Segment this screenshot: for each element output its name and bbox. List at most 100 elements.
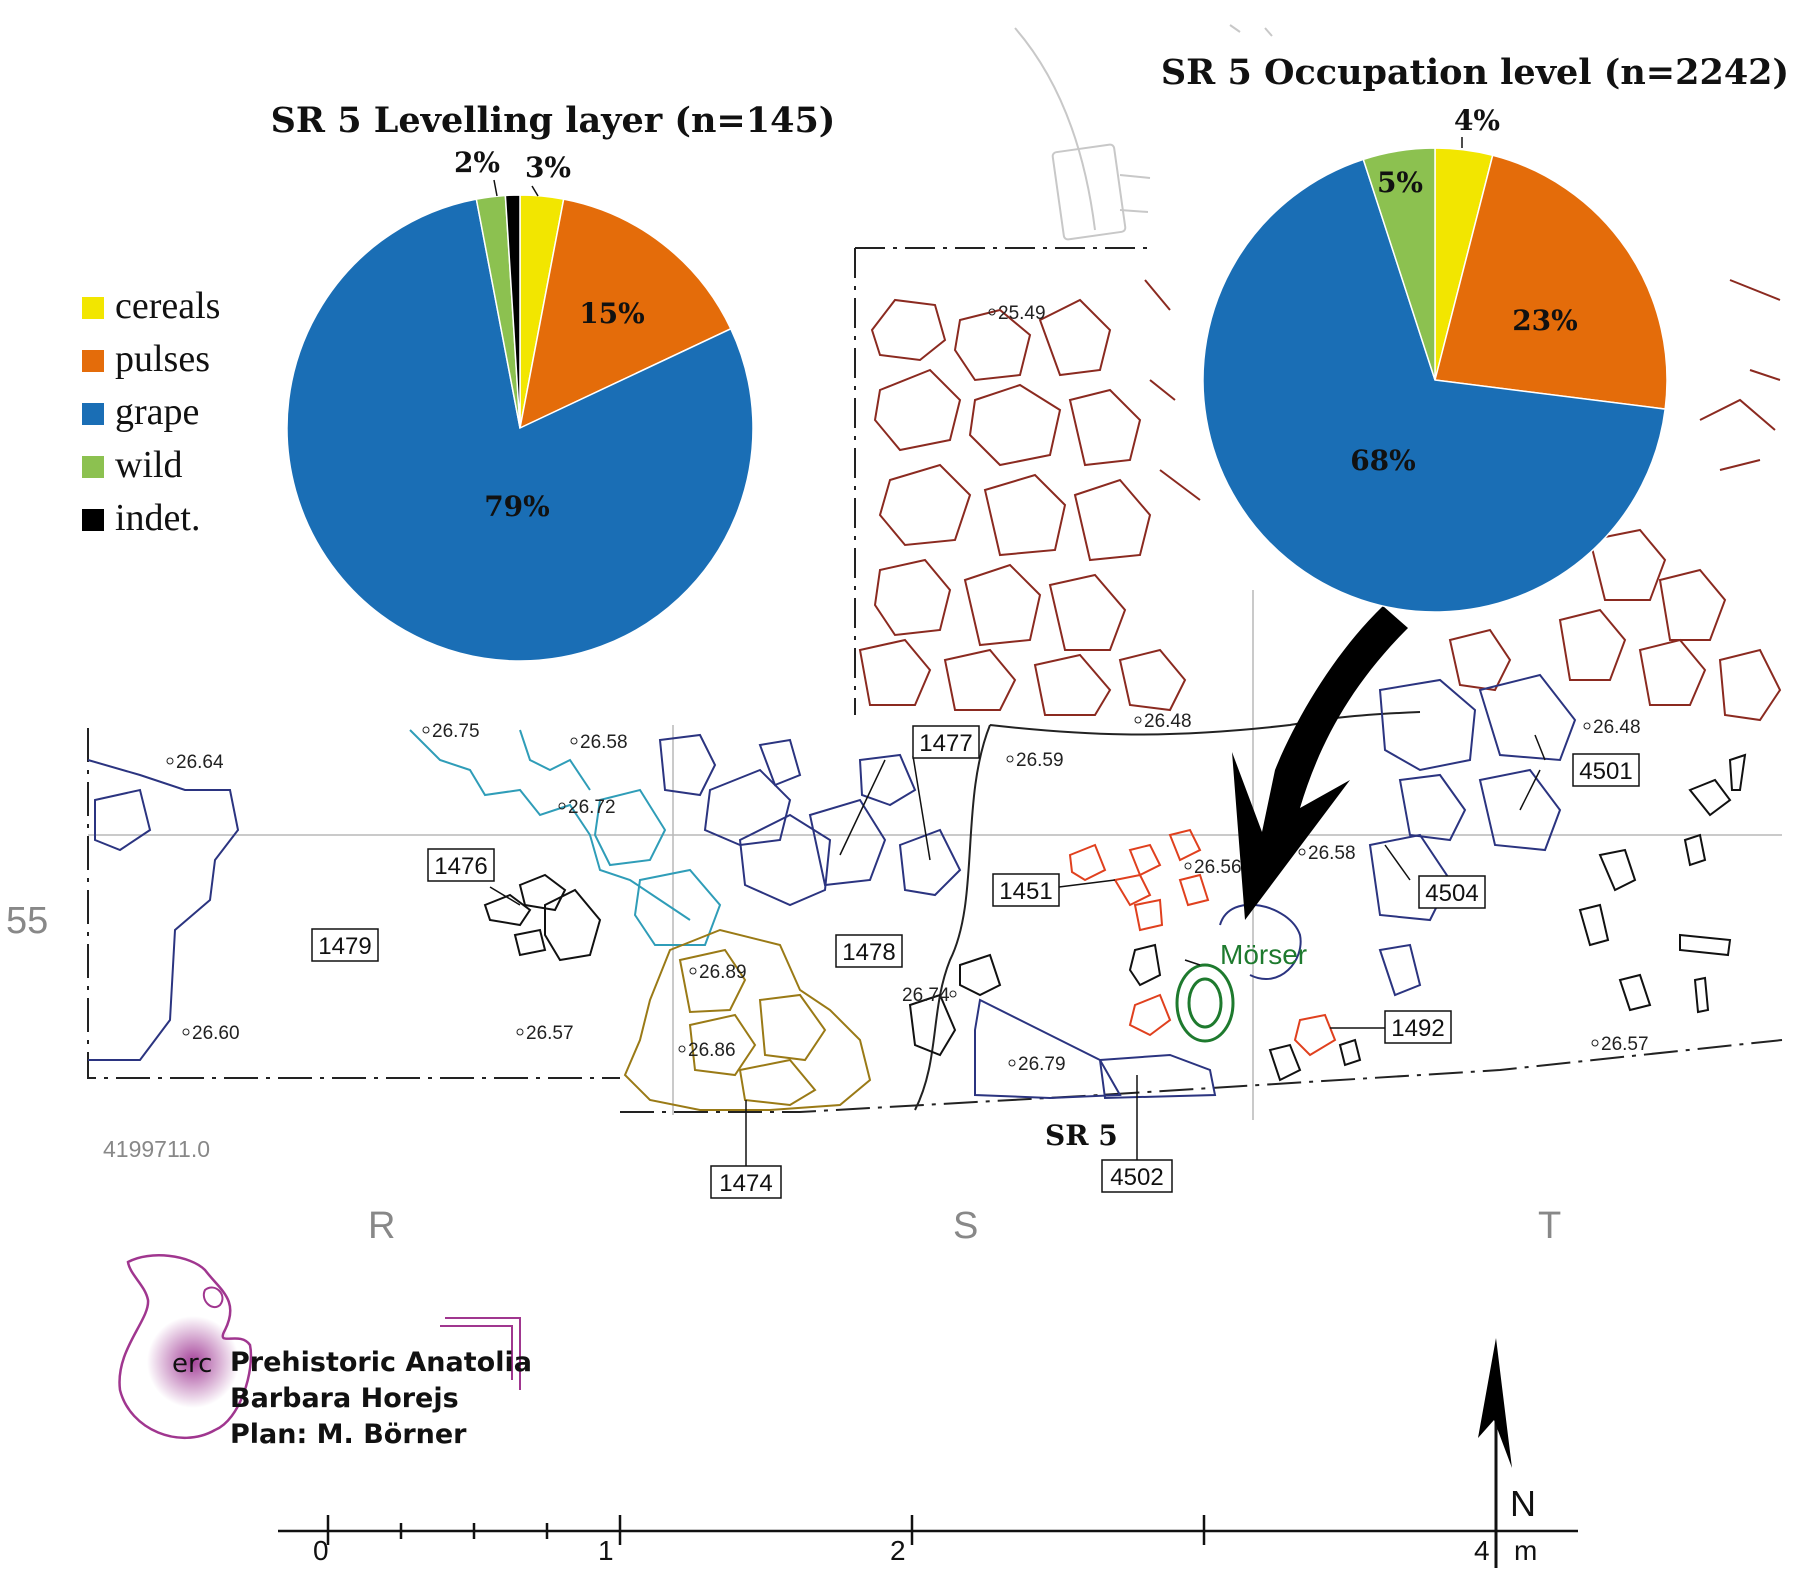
elevation-value: 26.58 [1308, 843, 1356, 864]
context-label-1477: 1477 [912, 725, 980, 759]
red-stones [1068, 828, 1337, 1057]
elevation-value: 26.58 [580, 732, 628, 753]
structure-label: SR 5 [1045, 1119, 1118, 1152]
label-text: 4504 [1425, 880, 1478, 907]
amphora-logo-icon [118, 1254, 253, 1440]
pie-slice-wild [1362, 147, 1436, 381]
legend-label: cereals [115, 285, 220, 327]
legend-label: pulses [115, 338, 210, 380]
context-label-1476: 1476 [427, 848, 495, 882]
elevation-value: 26.89 [699, 962, 747, 983]
coordinate-label: 4199711.0 [103, 1136, 210, 1162]
legend-label: indet. [115, 497, 200, 539]
elevation-value: 26.59 [1016, 750, 1064, 771]
pie-pct-label: 2% [454, 146, 500, 179]
elevation-value: 26.48 [1144, 711, 1192, 732]
pie-pct-label: 15% [579, 297, 645, 330]
pie-label-leader [493, 179, 498, 197]
legend-item-indet: indet. [82, 497, 200, 539]
context-label-1478: 1478 [835, 934, 903, 968]
grid-col-label-t: T [1538, 1205, 1561, 1247]
label-text: 1478 [842, 939, 895, 966]
label-text: 1476 [434, 853, 487, 880]
legend-item-pulses: pulses [82, 338, 210, 380]
elevation-point: 26.57 [1591, 1034, 1649, 1055]
grid-col-label-s: S [953, 1205, 978, 1247]
context-label-4502: 4502 [1101, 1159, 1173, 1193]
context-label-1451: 1451 [992, 873, 1060, 907]
elevation-point: 26.59 [1006, 750, 1064, 771]
legend-label: grape [115, 391, 199, 433]
gold-stones [623, 928, 872, 1111]
pie-slice-indet [504, 194, 521, 429]
erc-logo: erc Prehistoric Anatolia Barbara Horejs … [118, 1254, 532, 1450]
elevation-point: 26.60 [182, 1023, 240, 1044]
scale-tick-4: 4 [1474, 1535, 1490, 1566]
elevation-value: 26.57 [1601, 1034, 1649, 1055]
context-label-1474: 1474 [710, 1165, 782, 1199]
logo-erc-text: erc [172, 1349, 212, 1379]
pie-pct-label: 5% [1377, 166, 1423, 199]
label-text: 1477 [919, 730, 972, 757]
elevation-point: 26.56 [1184, 857, 1242, 878]
credits-plan: Plan: M. Börner [230, 1419, 467, 1450]
pie-slice-pulses [518, 198, 732, 430]
elevation-value: 26.86 [688, 1040, 736, 1061]
pie-pct-label: 23% [1512, 304, 1578, 337]
pie-pct-label: 68% [1350, 444, 1416, 477]
elevation-point: 26.79 [1008, 1054, 1066, 1075]
elevation-value: 26.48 [1593, 717, 1641, 738]
scale-tick-1: 1 [598, 1535, 614, 1566]
elevation-value: 26.74 [902, 985, 950, 1006]
elevation-value: 26.60 [192, 1023, 240, 1044]
leader-lines [489, 734, 1546, 1168]
label-text: 4501 [1579, 758, 1632, 785]
elevation-value: 26.79 [1018, 1054, 1066, 1075]
elevation-point: 26.74 [902, 985, 957, 1006]
north-label: N [1510, 1483, 1536, 1524]
dot-cluster-icon [147, 1316, 239, 1408]
morser-ring [1175, 963, 1235, 1043]
label-text: 1479 [318, 933, 371, 960]
legend-item-cereals: cereals [82, 285, 220, 327]
elevation-point: 26.57 [516, 1023, 574, 1044]
scale-bar [278, 1515, 1578, 1545]
label-text: 4502 [1110, 1164, 1163, 1191]
context-label-4501: 4501 [1572, 753, 1640, 787]
legend-item-wild: wild [82, 444, 183, 486]
pie-pct-label: 79% [484, 490, 550, 523]
pie-chart-occupation-level: SR 5 Occupation level (n=2242) 4% 23% 68% 5… [1161, 52, 1789, 613]
north-arrow-icon [1478, 1338, 1512, 1568]
label-text: 1451 [999, 878, 1052, 905]
label-text: 1492 [1391, 1015, 1444, 1042]
elevation-point: 26.58 [570, 732, 628, 753]
legend-label: wild [115, 444, 183, 486]
pie-slice-grape [1202, 158, 1667, 613]
elevation-point: 26.75 [422, 721, 480, 742]
elevation-value: 26.56 [1194, 857, 1242, 878]
scale-tick-2: 2 [890, 1535, 906, 1566]
faint-structure [1014, 24, 1273, 241]
blue-stones [87, 673, 1577, 1100]
brown-stone-area [854, 247, 1782, 722]
pie-slice-grape [286, 198, 754, 662]
excavation-plan: 1477 1476 1479 1478 1451 4501 4504 1492 [6, 24, 1783, 1247]
legend: cereals pulses grape wild indet. [82, 285, 220, 539]
elevation-value: 26.75 [432, 721, 480, 742]
pie-pct-label: 4% [1454, 104, 1500, 137]
credits-author: Barbara Horejs [230, 1383, 459, 1414]
elevation-value: 26.72 [568, 797, 616, 818]
label-text: 1474 [719, 1170, 772, 1197]
pie-slice-pulses [1434, 154, 1668, 410]
pie-pct-label: 3% [525, 151, 571, 184]
elevation-value: 25.49 [998, 303, 1046, 324]
elevation-point: 26.48 [1134, 711, 1192, 732]
morser-label: Mörser [1220, 939, 1307, 970]
grid-lines [88, 590, 1782, 1120]
elevation-points: 25.49 26.48 26.48 26.75 26.58 26.64 26.7… [166, 303, 1649, 1075]
elevation-point: 26.58 [1298, 843, 1356, 864]
curved-arrow-icon [1232, 606, 1408, 920]
grid-col-label-r: R [368, 1205, 395, 1247]
black-stones [483, 753, 1747, 1082]
